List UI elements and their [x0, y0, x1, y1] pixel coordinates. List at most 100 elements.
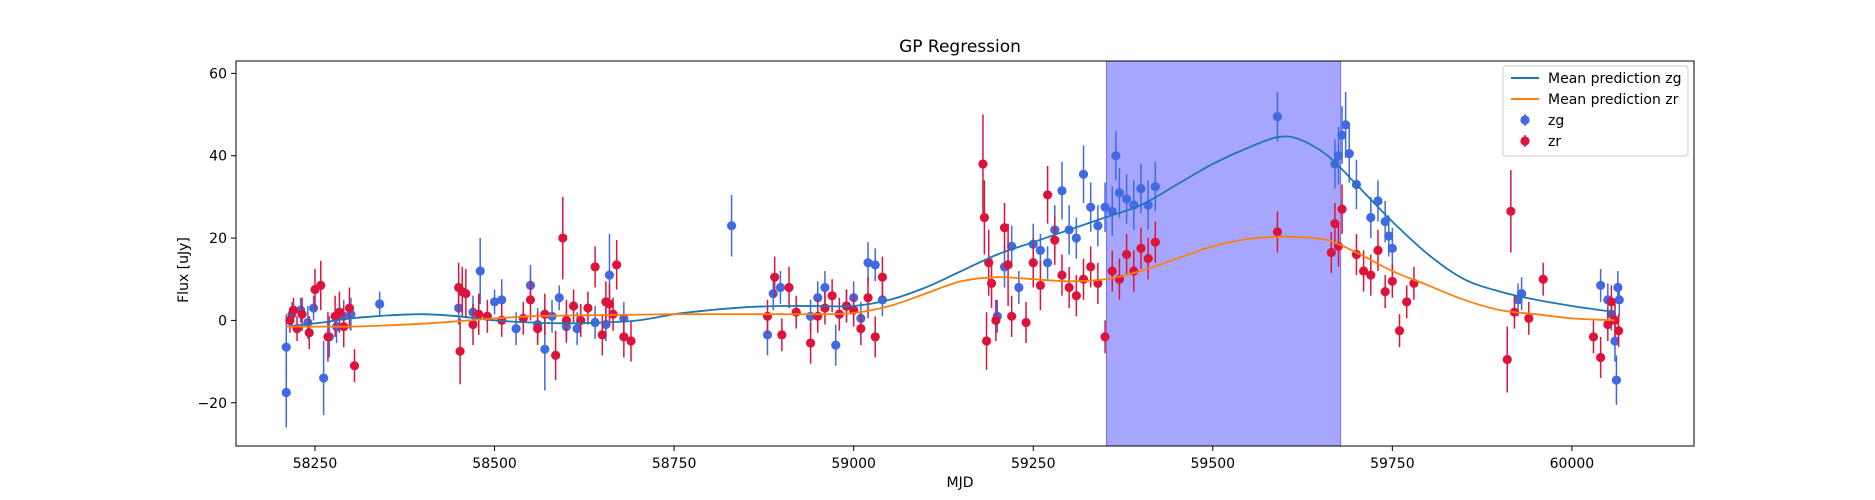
zr-point — [533, 324, 543, 334]
legend-swatch-zr — [1520, 136, 1530, 146]
zr-point — [1603, 319, 1613, 330]
zg-point — [1078, 169, 1089, 179]
zg-point — [762, 330, 773, 340]
zr-point — [558, 233, 568, 243]
zg-point — [489, 297, 500, 307]
zg-point — [1057, 186, 1067, 196]
zg-point — [281, 387, 291, 398]
zr-point — [770, 272, 780, 282]
zg-point — [1014, 282, 1024, 293]
zg-point — [1611, 375, 1622, 385]
zr-point — [349, 361, 360, 371]
zg-point — [303, 317, 313, 328]
chart-title: GP Regression — [899, 37, 1021, 57]
zr-point — [1524, 313, 1534, 323]
zr-point — [1143, 254, 1153, 264]
data-layer — [281, 91, 1624, 428]
zr-point — [1136, 243, 1146, 253]
zr-point — [762, 311, 773, 321]
zg-point — [1613, 282, 1623, 293]
zr-point — [1122, 249, 1132, 260]
zr-point — [791, 307, 801, 317]
zg-point — [1384, 231, 1394, 241]
y-tick-label: 60 — [209, 66, 227, 82]
zr-point — [1394, 326, 1405, 336]
zg-point — [572, 324, 582, 334]
zr-point — [323, 332, 333, 342]
zg-point — [1337, 130, 1347, 140]
line-Mean prediction zr — [286, 235, 1616, 328]
x-tick-label: 59500 — [1191, 456, 1236, 472]
zr-point — [979, 212, 989, 223]
zr-point — [978, 159, 988, 169]
series-zr — [285, 114, 1624, 393]
zr-point — [597, 330, 607, 340]
zg-point — [1333, 151, 1344, 161]
y-tick-label: 20 — [209, 231, 227, 247]
zr-point — [1035, 280, 1046, 291]
zr-point — [568, 301, 579, 311]
zr-point — [604, 299, 615, 309]
zg-point — [1114, 188, 1125, 198]
zg-point — [475, 266, 485, 276]
zr-point — [461, 289, 471, 299]
zr-point — [1596, 352, 1606, 363]
zr-point — [304, 328, 314, 338]
zg-point — [319, 373, 329, 383]
zr-point — [1337, 204, 1347, 214]
zg-point — [604, 270, 615, 280]
line-Mean prediction zg — [286, 135, 1616, 328]
zg-point — [813, 293, 823, 303]
zg-point — [768, 289, 778, 299]
zr-point — [1086, 262, 1096, 272]
x-tick-label: 59750 — [1370, 456, 1415, 472]
zr-point — [1272, 227, 1283, 237]
zr-point — [827, 291, 837, 301]
zr-point — [1366, 270, 1376, 280]
legend-box — [1502, 65, 1689, 157]
zg-point — [1341, 120, 1351, 130]
zg-point — [308, 303, 319, 313]
zr-point — [626, 336, 636, 346]
zg-point — [1596, 280, 1606, 291]
zr-point — [1100, 332, 1110, 342]
zg-point — [1100, 202, 1110, 212]
zg-point — [1330, 159, 1340, 169]
zr-point — [583, 303, 593, 313]
zr-point — [1588, 332, 1599, 342]
y-tick-label: −20 — [197, 396, 227, 412]
zg-point — [375, 299, 385, 309]
zr-point — [784, 282, 794, 293]
zg-point — [281, 342, 291, 352]
y-tick-label: 0 — [218, 313, 227, 329]
zr-point — [1387, 276, 1397, 286]
x-axis-label: MJD — [947, 475, 974, 491]
zr-point — [468, 319, 478, 330]
zr-point — [1057, 270, 1067, 280]
zg-point — [1373, 196, 1383, 206]
legend: Mean prediction zg Mean prediction zr zg zr — [1502, 65, 1689, 157]
zr-point — [334, 307, 345, 317]
zr-point — [863, 293, 873, 303]
zr-point — [1078, 274, 1089, 284]
zr-point — [551, 350, 561, 361]
zg-point — [1035, 245, 1046, 256]
legend-label-zr: zr — [1548, 134, 1561, 150]
x-tick-label: 60000 — [1550, 456, 1595, 472]
zg-point — [870, 260, 880, 270]
zr-point — [344, 303, 355, 313]
axes-frame — [235, 60, 1695, 447]
zg-point — [863, 258, 873, 268]
zg-point — [726, 221, 737, 231]
zr-point — [870, 332, 880, 342]
zr-point — [981, 336, 992, 346]
zg-point — [1042, 258, 1053, 268]
zg-point — [1344, 149, 1354, 159]
zr-point — [1506, 206, 1516, 216]
zg-point — [1610, 336, 1620, 346]
x-tick-label: 58750 — [652, 456, 697, 472]
series-zg — [281, 91, 1624, 428]
plot-area: 58250 58500 58750 59000 59250 59500 59750 60000… — [197, 60, 1695, 472]
zg-point — [1380, 216, 1390, 227]
